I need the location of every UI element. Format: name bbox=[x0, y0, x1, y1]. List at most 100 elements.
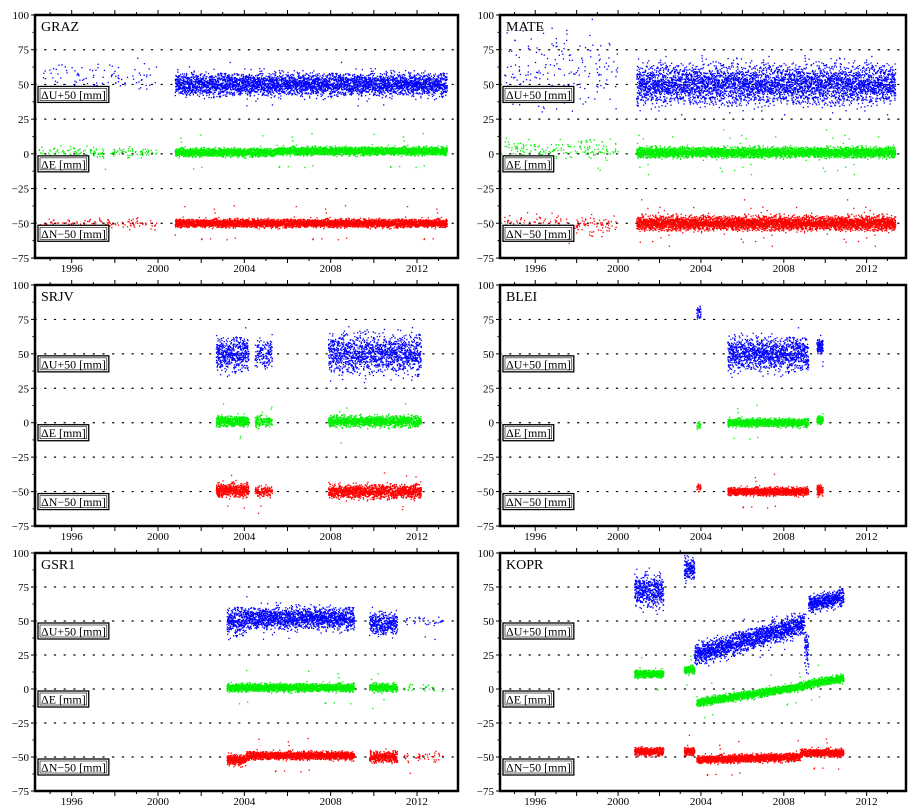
data-point bbox=[184, 92, 185, 93]
data-point bbox=[58, 65, 59, 66]
data-point bbox=[195, 83, 196, 84]
data-point bbox=[63, 84, 64, 85]
data-point bbox=[76, 74, 77, 75]
data-point bbox=[45, 70, 46, 71]
data-point bbox=[191, 80, 192, 81]
data-point bbox=[204, 82, 205, 83]
data-point bbox=[199, 89, 200, 90]
data-point bbox=[186, 91, 187, 92]
data-point bbox=[189, 85, 190, 86]
data-point bbox=[194, 79, 195, 80]
data-point bbox=[193, 74, 194, 75]
data-point bbox=[203, 78, 204, 79]
data-point bbox=[190, 86, 191, 87]
data-point bbox=[146, 88, 147, 89]
data-point bbox=[185, 77, 186, 78]
data-point bbox=[93, 77, 94, 78]
data-point bbox=[184, 88, 185, 89]
data-point bbox=[191, 73, 192, 74]
data-point bbox=[183, 90, 184, 91]
data-point bbox=[182, 77, 183, 78]
data-point bbox=[125, 84, 126, 85]
data-point bbox=[97, 67, 98, 68]
data-point bbox=[193, 90, 194, 91]
data-point bbox=[92, 70, 93, 71]
data-point bbox=[179, 83, 180, 84]
data-point bbox=[180, 87, 181, 88]
data-point bbox=[200, 75, 201, 76]
data-point bbox=[177, 69, 178, 70]
data-point bbox=[74, 81, 75, 82]
data-point bbox=[53, 68, 54, 69]
data-point bbox=[200, 93, 201, 94]
data-point bbox=[43, 77, 44, 78]
data-point bbox=[189, 95, 190, 96]
data-point bbox=[43, 73, 44, 74]
data-point bbox=[114, 71, 115, 72]
data-point bbox=[199, 86, 200, 87]
data-point bbox=[183, 79, 184, 80]
data-point bbox=[205, 71, 206, 72]
data-point bbox=[45, 78, 46, 79]
data-point bbox=[186, 94, 187, 95]
data-point bbox=[144, 63, 145, 64]
data-point bbox=[189, 80, 190, 81]
data-point bbox=[112, 74, 113, 75]
data-point bbox=[183, 93, 184, 94]
data-point bbox=[138, 88, 139, 89]
data-point bbox=[137, 58, 138, 59]
data-point bbox=[102, 83, 103, 84]
data-point bbox=[81, 67, 82, 68]
data-point bbox=[78, 75, 79, 76]
data-point bbox=[50, 73, 51, 74]
data-point bbox=[197, 86, 198, 87]
data-point bbox=[57, 73, 58, 74]
data-point bbox=[65, 66, 66, 67]
data-point bbox=[190, 84, 191, 85]
data-point bbox=[146, 76, 147, 77]
data-point bbox=[201, 89, 202, 90]
data-point bbox=[136, 82, 137, 83]
data-point bbox=[146, 74, 147, 75]
data-point bbox=[200, 74, 201, 75]
data-point bbox=[71, 67, 72, 68]
data-point bbox=[187, 80, 188, 81]
data-point bbox=[111, 76, 112, 77]
data-point bbox=[193, 94, 194, 95]
data-point bbox=[118, 67, 119, 68]
data-point bbox=[177, 72, 178, 73]
data-point bbox=[193, 76, 194, 77]
data-point bbox=[202, 93, 203, 94]
data-point bbox=[190, 88, 191, 89]
data-point bbox=[199, 84, 200, 85]
data-point bbox=[179, 85, 180, 86]
data-point bbox=[113, 73, 114, 74]
data-point bbox=[93, 75, 94, 76]
data-point bbox=[118, 78, 119, 79]
data-point bbox=[201, 73, 202, 74]
data-point bbox=[134, 69, 135, 70]
data-point bbox=[132, 75, 133, 76]
data-point bbox=[66, 72, 67, 73]
data-point bbox=[90, 69, 91, 70]
data-point bbox=[198, 78, 199, 79]
data-point bbox=[115, 83, 116, 84]
data-point bbox=[194, 70, 195, 71]
data-point bbox=[180, 74, 181, 75]
data-point bbox=[127, 77, 128, 78]
data-point bbox=[120, 85, 121, 86]
data-point bbox=[199, 92, 200, 93]
data-point bbox=[139, 72, 140, 73]
data-point bbox=[180, 93, 181, 94]
data-point bbox=[191, 76, 192, 77]
data-point bbox=[115, 76, 116, 77]
data-point bbox=[87, 83, 88, 84]
data-point bbox=[193, 81, 194, 82]
data-point bbox=[205, 89, 206, 90]
panel-graz: 1007550250−25−50−7519962000200420082012G… bbox=[12, 10, 458, 275]
data-point bbox=[156, 66, 157, 67]
data-point bbox=[141, 79, 142, 80]
data-point bbox=[196, 92, 197, 93]
